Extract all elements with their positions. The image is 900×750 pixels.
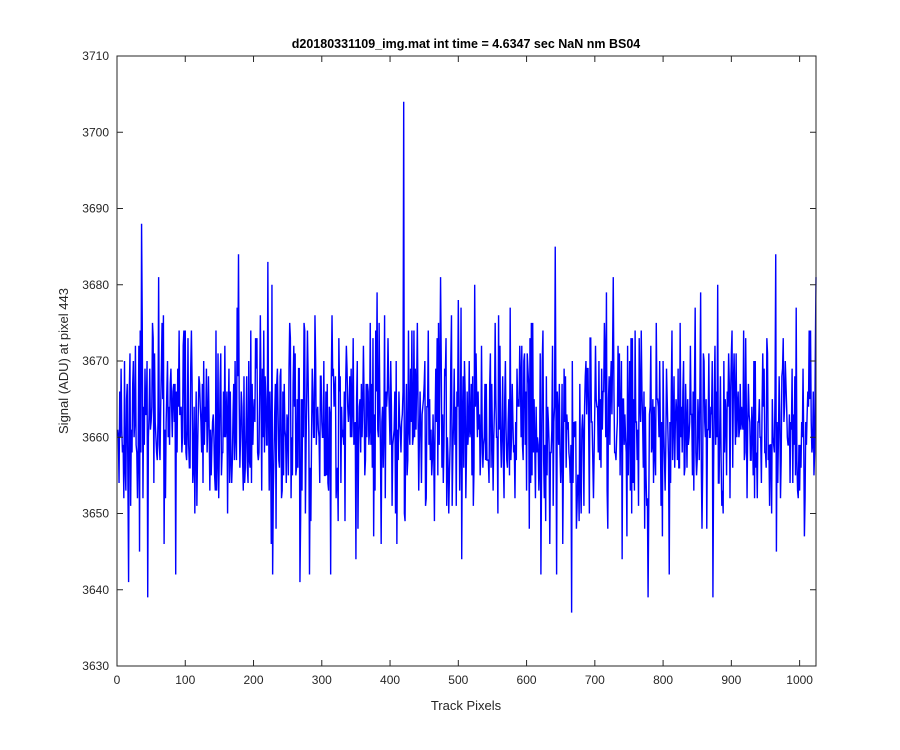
x-tick-label: 500: [448, 673, 468, 687]
x-axis-label: Track Pixels: [431, 698, 502, 713]
y-tick-label: 3710: [82, 49, 109, 63]
y-axis-label: Signal (ADU) at pixel 443: [56, 288, 71, 434]
x-tick-label: 0: [114, 673, 121, 687]
y-tick-label: 3680: [82, 278, 109, 292]
y-tick-label: 3700: [82, 125, 109, 139]
y-tick-label: 3660: [82, 430, 109, 444]
x-tick-label: 1000: [786, 673, 813, 687]
chart-title: d20180331109_img.mat int time = 4.6347 s…: [292, 37, 641, 51]
x-tick-label: 400: [380, 673, 400, 687]
x-tick-label: 900: [721, 673, 741, 687]
x-tick-label: 700: [585, 673, 605, 687]
x-tick-label: 100: [175, 673, 195, 687]
y-tick-label: 3670: [82, 354, 109, 368]
y-tick-label: 3630: [82, 659, 109, 673]
x-tick-label: 300: [312, 673, 332, 687]
y-tick-label: 3690: [82, 202, 109, 216]
x-tick-label: 200: [244, 673, 264, 687]
ticks-layer: 0 100 200 300 400 500 600 700 800 900 1000 3630 3640…: [82, 49, 816, 687]
plot-area: [117, 56, 816, 666]
y-tick-label: 3650: [82, 507, 109, 521]
x-tick-label: 800: [653, 673, 673, 687]
y-tick-label: 3640: [82, 583, 109, 597]
series-layer: [116, 101, 817, 613]
x-tick-label: 600: [517, 673, 537, 687]
series-line: [116, 101, 817, 613]
